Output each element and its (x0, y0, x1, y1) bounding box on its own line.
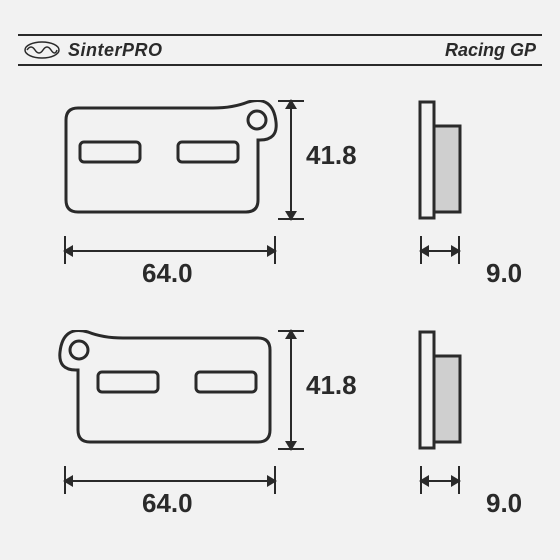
pad-side-view (418, 100, 462, 220)
product-line: Racing GP (445, 40, 536, 61)
dim-label-height: 41.8 (306, 140, 357, 171)
dim-arrow-horizontal (420, 480, 460, 482)
dim-label-width: 64.0 (142, 488, 193, 519)
dim-label-thickness: 9.0 (486, 258, 522, 289)
dim-arrow-vertical (290, 330, 292, 450)
brand: SinterPRO (24, 40, 163, 61)
pad-row-1: 41.8 64.0 9.0 (18, 82, 542, 302)
dim-arrow-horizontal (64, 480, 276, 482)
dim-arrow-horizontal (420, 250, 460, 252)
dim-arrow-vertical (290, 100, 292, 220)
brand-logo-icon (24, 41, 60, 59)
pad-face-view (58, 330, 278, 450)
brand-name: SinterPRO (68, 40, 163, 61)
pad-row-2: 41.8 64.0 9.0 (18, 312, 542, 532)
dim-label-thickness: 9.0 (486, 488, 522, 519)
dim-label-width: 64.0 (142, 258, 193, 289)
dim-arrow-horizontal (64, 250, 276, 252)
diagram-canvas: 41.8 64.0 9.0 41.8 64.0 9.0 (18, 82, 542, 542)
header-bar: SinterPRO Racing GP (18, 34, 542, 66)
pad-face-view (58, 100, 278, 220)
dim-label-height: 41.8 (306, 370, 357, 401)
pad-side-view (418, 330, 462, 450)
